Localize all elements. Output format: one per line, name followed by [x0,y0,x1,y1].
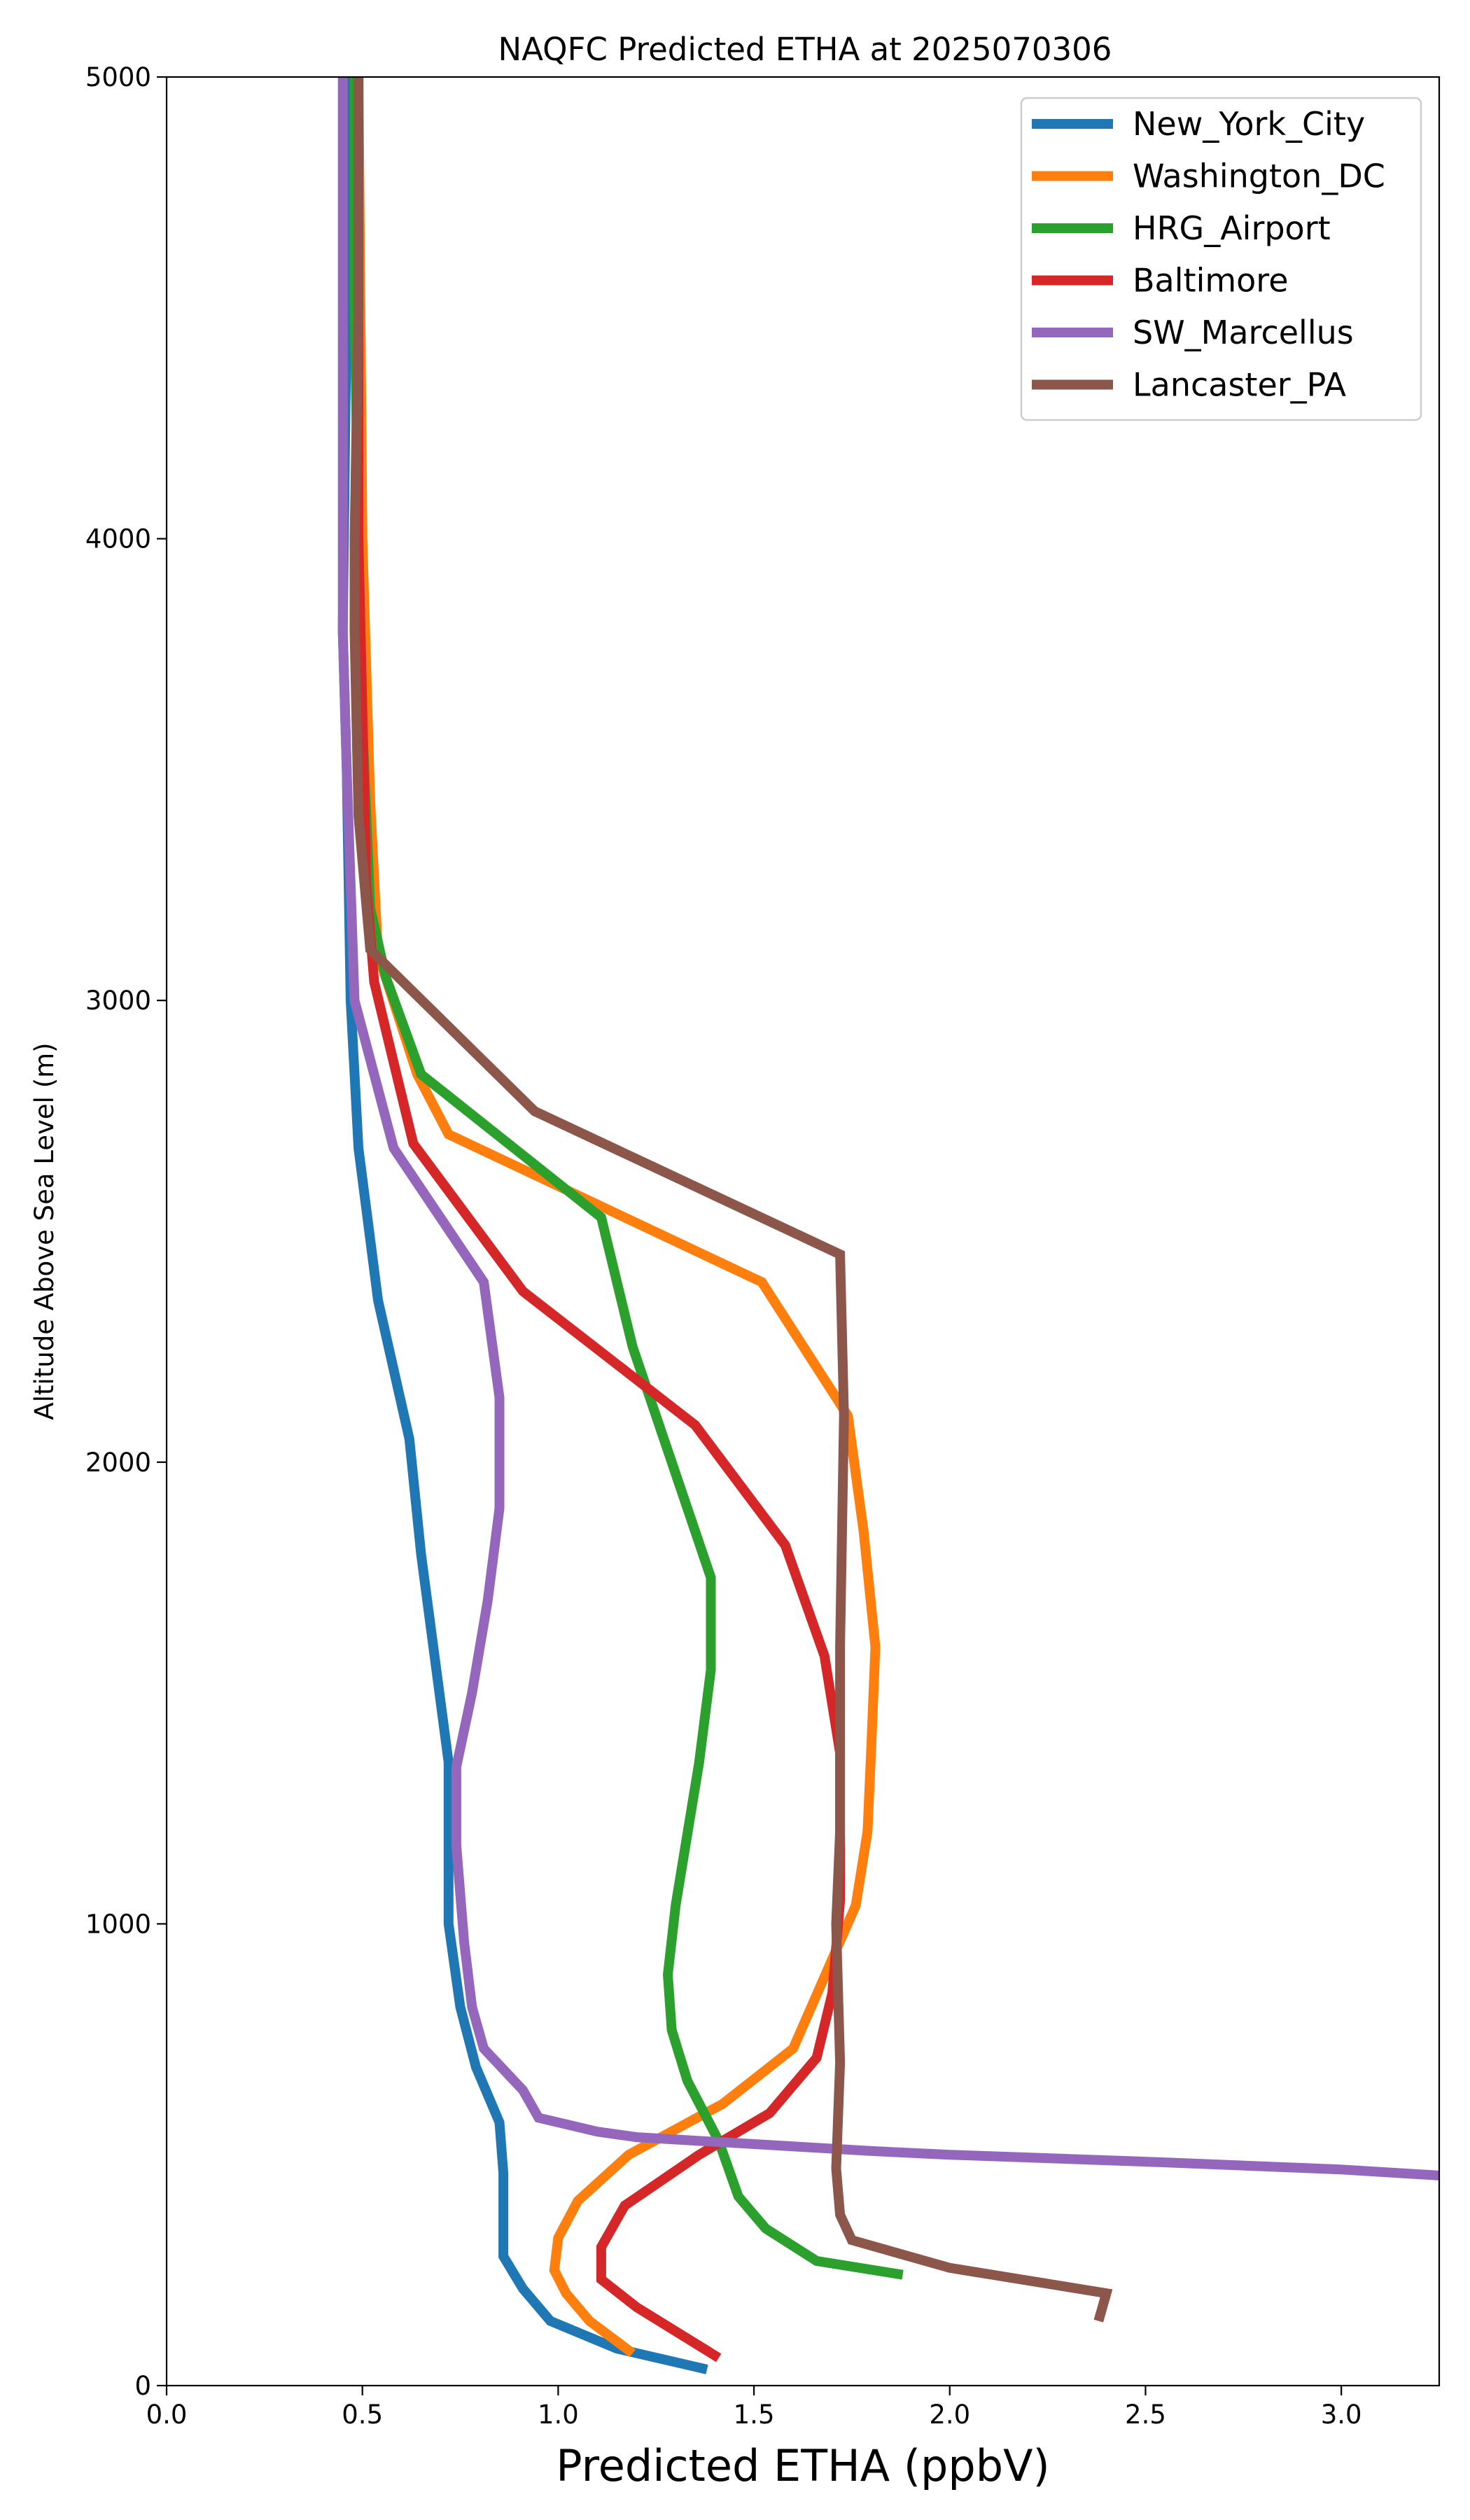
x-axis-label: Predicted ETHA (ppbV) [556,2440,1049,2491]
legend-box [1020,97,1422,421]
x-tick-label: 2.0 [929,2400,970,2430]
legend-label: Baltimore [1133,262,1289,300]
y-tick-label: 5000 [85,62,151,92]
y-tick-label: 2000 [85,1448,151,1478]
chart-title: NAQFC Predicted ETHA at 2025070306 [498,31,1112,68]
x-axis-ticks: 0.0 0.5 1.0 1.5 2.0 2.5 3.0 [146,2386,1362,2430]
series-line-sw-marcellus [337,77,1439,2180]
plot-frame [165,76,1441,2387]
legend-label: New_York_City [1133,105,1365,143]
legend-label: SW_Marcellus [1133,314,1354,351]
y-tick-label: 4000 [85,524,151,554]
y-axis-ticks: 0 1000 2000 3000 4000 5000 [85,62,167,2401]
legend-label: Lancaster_PA [1133,366,1346,404]
series-line-lancaster-pa [349,77,1113,2323]
legend-label: HRG_Airport [1133,209,1331,247]
x-tick-label: 1.5 [734,2400,775,2430]
series-layer [337,77,1439,2374]
legend-items: New_York_City Washington_DC HRG_Airport Bal… [1032,105,1385,404]
x-tick-label: 0.5 [342,2400,383,2430]
y-tick-label: 0 [134,2371,151,2401]
legend-label: Washington_DC [1133,158,1385,195]
x-tick-label: 0.0 [146,2400,188,2430]
y-axis-label: Altitude Above Sea Level (m) [29,1042,59,1420]
x-tick-label: 3.0 [1321,2400,1362,2430]
y-tick-label: 3000 [85,986,151,1016]
x-tick-label: 1.0 [538,2400,579,2430]
x-tick-label: 2.5 [1125,2400,1166,2430]
y-tick-label: 1000 [85,1909,151,1939]
legend: New_York_City Washington_DC HRG_Airport Bal… [1020,97,1422,421]
